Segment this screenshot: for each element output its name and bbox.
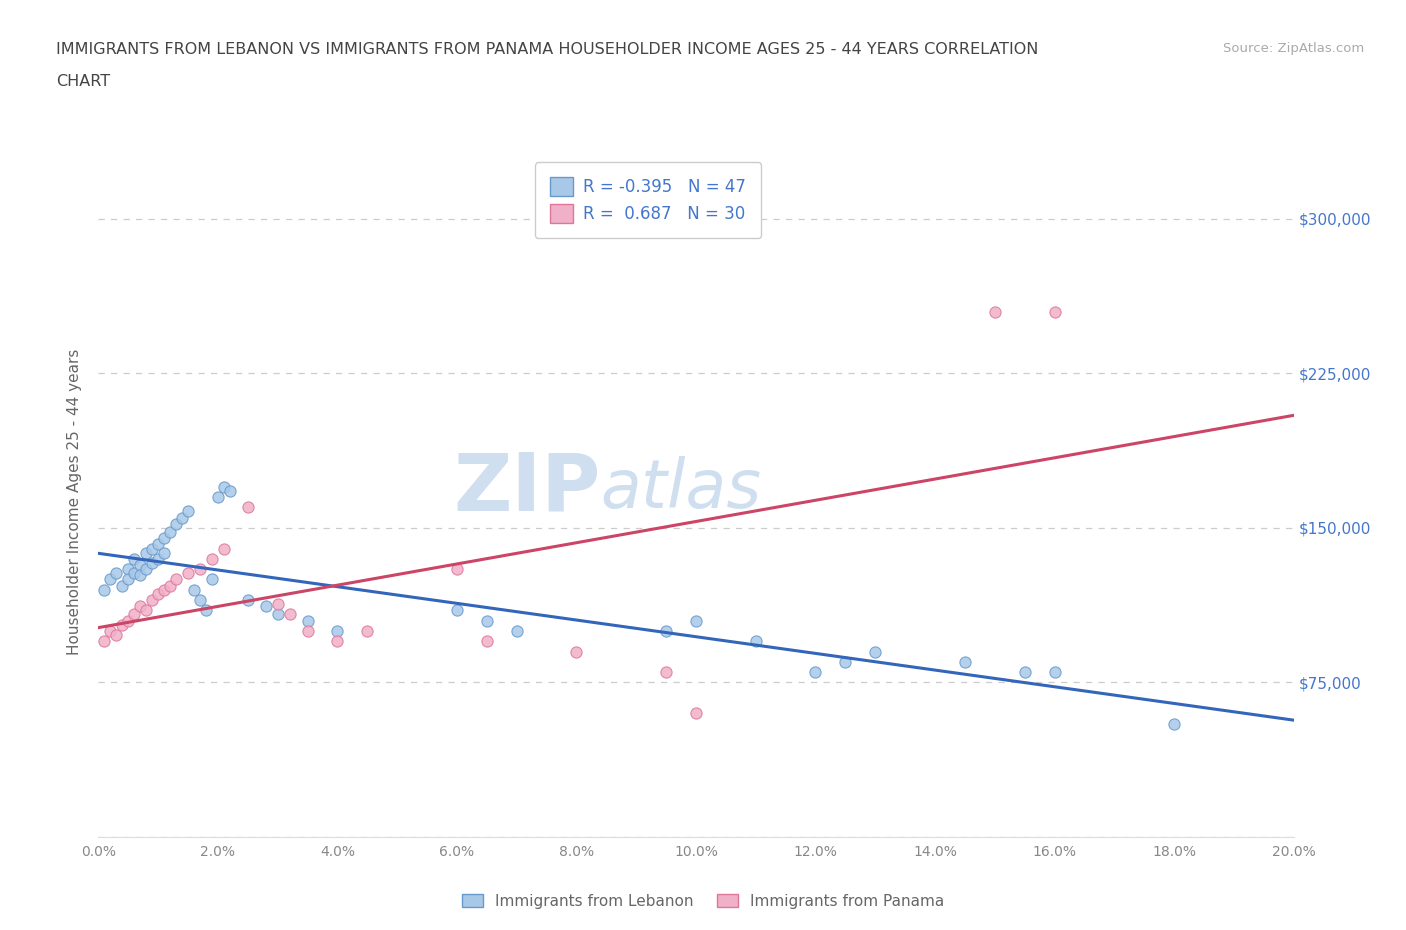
Point [135,562,157,577]
Point [195,603,218,618]
Point [141,555,163,570]
Point [685,613,707,628]
Point [356,623,378,638]
Point [177,565,200,580]
Point [111,618,134,632]
Point [129,558,152,573]
Point [236,500,259,515]
Point [100,572,122,587]
Point [153,545,176,560]
Point [745,634,768,649]
Point [953,655,976,670]
Legend: Immigrants from Lebanon, Immigrants from Panama: Immigrants from Lebanon, Immigrants from… [456,887,950,915]
Point [865,644,887,659]
Point [212,541,235,556]
Point [326,623,349,638]
Point [165,572,187,587]
Point [124,551,146,566]
Point [446,603,468,618]
Point [172,511,194,525]
Point [148,587,170,602]
Point [297,613,319,628]
Text: IMMIGRANTS FROM LEBANON VS IMMIGRANTS FROM PANAMA HOUSEHOLDER INCOME AGES 25 - 4: IMMIGRANTS FROM LEBANON VS IMMIGRANTS FR… [56,42,1039,57]
Point [124,607,146,622]
Point [1043,665,1066,680]
Point [219,484,242,498]
Point [212,479,235,494]
Point [201,572,224,587]
Text: atlas: atlas [600,456,762,522]
Point [236,592,259,607]
Point [129,568,152,583]
Point [93,582,115,597]
Point [129,599,152,614]
Point [93,634,115,649]
Point [135,545,157,560]
Point [267,607,290,622]
Point [141,592,163,607]
Point [655,623,678,638]
Point [153,531,176,546]
Point [1163,716,1185,731]
Point [153,582,176,597]
Point [475,634,498,649]
Text: Source: ZipAtlas.com: Source: ZipAtlas.com [1223,42,1364,55]
Point [834,655,856,670]
Point [117,562,139,577]
Point [148,551,170,566]
Point [124,565,146,580]
Point [188,562,211,577]
Point [984,304,1007,319]
Point [105,628,128,643]
Point [188,592,211,607]
Point [177,504,200,519]
Point [267,597,290,612]
Point [201,551,224,566]
Point [159,525,181,539]
Point [117,613,139,628]
Point [148,537,170,551]
Point [105,565,128,580]
Point [100,623,122,638]
Point [1043,304,1066,319]
Point [117,572,139,587]
Point [1014,665,1036,680]
Point [446,562,468,577]
Point [141,541,163,556]
Point [135,603,157,618]
Point [326,634,349,649]
Point [506,623,529,638]
Point [475,613,498,628]
Point [165,516,187,531]
Point [207,489,229,504]
Point [297,623,319,638]
Point [804,665,827,680]
Y-axis label: Householder Income Ages 25 - 44 years: Householder Income Ages 25 - 44 years [67,349,83,656]
Text: CHART: CHART [56,74,110,89]
Point [565,644,588,659]
Point [254,599,277,614]
Legend: R = -0.395   N = 47, R =  0.687   N = 30: R = -0.395 N = 47, R = 0.687 N = 30 [536,163,761,238]
Point [278,607,301,622]
Point [685,706,707,721]
Point [111,578,134,593]
Point [655,665,678,680]
Text: ZIP: ZIP [453,450,600,528]
Point [159,578,181,593]
Point [183,582,205,597]
